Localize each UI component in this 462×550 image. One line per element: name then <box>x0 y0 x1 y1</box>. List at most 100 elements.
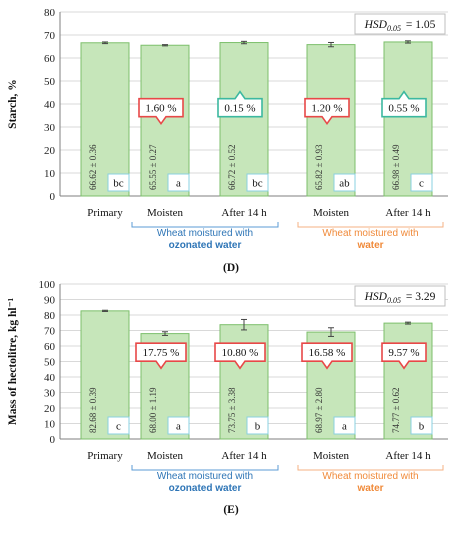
hsd-subscript: 0.05 <box>387 24 401 33</box>
y-tick-label: 40 <box>44 99 56 111</box>
x-category-label: After 14 h <box>385 207 431 219</box>
bar <box>80 42 130 197</box>
y-tick-label: 0 <box>50 434 56 446</box>
y-tick-label: 40 <box>44 372 56 384</box>
y-tick-label: 80 <box>44 310 56 322</box>
group-bracket-water <box>297 465 444 471</box>
change-callout <box>381 90 427 118</box>
group-label-ozonated: Wheat moistured with <box>157 471 253 482</box>
hsd-value: = 3.29 <box>403 291 436 303</box>
x-category-label: After 14 h <box>385 450 431 462</box>
group-label-ozonated-bold: ozonated water <box>169 483 242 494</box>
significance-box <box>246 416 269 435</box>
bar <box>219 42 269 197</box>
hsd-value: = 1.05 <box>403 19 436 31</box>
significance-box <box>246 173 269 192</box>
y-tick-label: 70 <box>44 326 56 338</box>
change-callout <box>304 97 350 126</box>
group-bracket-ozonated <box>131 222 279 228</box>
change-percent-label: 16.58 % <box>309 347 346 359</box>
bar <box>80 310 130 440</box>
change-callout <box>138 97 184 126</box>
significance-letter: a <box>176 421 181 433</box>
significance-box <box>410 416 433 435</box>
group-label-water: Wheat moistured with <box>322 471 418 482</box>
significance-box <box>167 416 190 435</box>
change-percent-label: 1.20 % <box>311 103 342 115</box>
bar-value-label: 66.72 ± 0.52 <box>227 145 237 190</box>
change-percent-label: 0.55 % <box>388 103 419 115</box>
change-percent-label: 17.75 % <box>143 347 180 359</box>
group-bracket-water <box>297 222 444 228</box>
y-tick-label: 90 <box>44 295 56 307</box>
hsd-annotation: HSD0.05 = 3.29 <box>364 291 436 305</box>
significance-letter: ab <box>339 178 350 190</box>
significance-letter: a <box>176 178 181 190</box>
chart-panel-starch: 0 10 20 30 40 50 60 70 80 Starch, % HSD0.05 = 1.05… <box>7 7 448 274</box>
x-category-label: Moisten <box>313 207 350 219</box>
bar-value-label: 66.62 ± 0.36 <box>88 144 98 190</box>
bar-value-label: 73.75 ± 3.38 <box>227 387 237 433</box>
significance-letter: b <box>255 421 261 433</box>
y-axis-label: Starch, % <box>7 79 19 129</box>
hsd-label: HSD <box>364 291 388 303</box>
significance-letter: b <box>419 421 425 433</box>
hsd-box <box>354 285 446 307</box>
bar-value-label: 82.68 ± 0.39 <box>88 387 98 433</box>
hsd-label: HSD <box>364 19 388 31</box>
significance-box <box>333 173 356 192</box>
significance-box <box>410 173 433 192</box>
y-tick-label: 100 <box>39 279 56 291</box>
y-tick-label: 10 <box>44 419 56 431</box>
bar-value-label: 74.77 ± 0.62 <box>391 388 401 433</box>
panel-label: (E) <box>223 504 239 516</box>
bar-value-label: 66.98 ± 0.49 <box>391 144 401 190</box>
y-tick-label: 50 <box>44 357 56 369</box>
y-tick-label: 20 <box>44 403 56 415</box>
x-category-label: Moisten <box>147 450 184 462</box>
y-tick-label: 60 <box>44 341 56 353</box>
group-label-ozonated-bold: ozonated water <box>169 240 242 251</box>
y-tick-label: 80 <box>44 7 56 19</box>
bar-value-label: 65.55 ± 0.27 <box>148 144 158 190</box>
change-callout <box>217 90 263 118</box>
significance-letter: c <box>419 178 424 190</box>
group-label-water-bold: water <box>356 240 383 251</box>
change-callout <box>135 342 187 370</box>
x-category-label: Primary <box>87 207 123 219</box>
y-axis-label: Mass of hectolitre, kg hl⁻¹ <box>7 298 19 425</box>
group-label-water: Wheat moistured with <box>322 228 418 239</box>
bar <box>140 44 190 197</box>
y-tick-label: 20 <box>44 145 56 157</box>
significance-box <box>107 416 130 435</box>
x-category-label: Primary <box>87 450 123 462</box>
change-callout <box>214 342 266 370</box>
group-label-ozonated: Wheat moistured with <box>157 228 253 239</box>
chart-panel-hectolitre: 0 10 20 30 40 50 60 70 80 90 100 Mass of hectolitre… <box>7 279 448 516</box>
x-category-label: Moisten <box>313 450 350 462</box>
significance-letter: c <box>116 421 121 433</box>
x-category-label: Moisten <box>147 207 184 219</box>
y-tick-label: 0 <box>50 191 56 203</box>
group-label-water-bold: water <box>356 483 383 494</box>
y-tick-label: 70 <box>44 30 56 42</box>
significance-letter: bc <box>252 178 263 190</box>
panel-label: (D) <box>223 262 239 274</box>
hsd-annotation: HSD0.05 = 1.05 <box>364 19 436 33</box>
x-category-label: After 14 h <box>221 450 267 462</box>
change-percent-label: 10.80 % <box>222 347 259 359</box>
hsd-subscript: 0.05 <box>387 296 401 305</box>
y-tick-label: 30 <box>44 122 56 134</box>
change-callout <box>381 342 427 370</box>
significance-box <box>333 416 356 435</box>
group-bracket-ozonated <box>131 465 279 471</box>
y-tick-label: 50 <box>44 76 56 88</box>
y-tick-label: 60 <box>44 53 56 65</box>
bar <box>306 44 356 197</box>
bar <box>383 41 433 197</box>
bar-value-label: 65.82 ± 0.93 <box>314 144 324 190</box>
significance-letter: a <box>342 421 347 433</box>
bar-value-label: 68.00 ± 1.19 <box>148 387 158 433</box>
y-tick-label: 10 <box>44 168 56 180</box>
